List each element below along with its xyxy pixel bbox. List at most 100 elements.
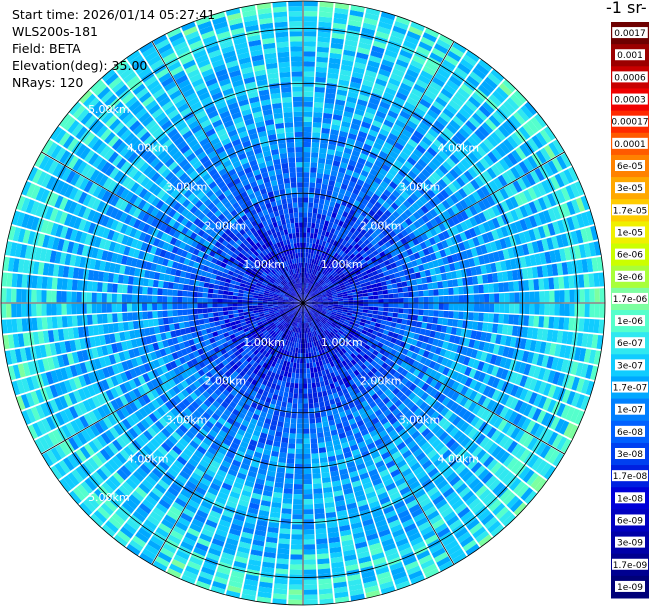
ppi-cell — [397, 114, 409, 124]
ppi-cell — [413, 252, 421, 260]
ppi-cell — [472, 191, 482, 202]
ppi-cell — [440, 189, 450, 200]
ppi-cell — [431, 244, 440, 253]
ppi-cell — [323, 276, 328, 282]
ppi-cell — [276, 553, 290, 560]
ppi-cell — [303, 418, 309, 424]
ppi-cell — [308, 278, 311, 284]
ppi-cell — [483, 293, 490, 303]
ppi-cell — [568, 424, 579, 440]
ppi-cell — [310, 372, 315, 379]
ppi-cell — [501, 271, 509, 282]
ppi-cell — [314, 281, 318, 287]
ppi-cell — [393, 303, 399, 308]
ppi-cell — [377, 311, 384, 316]
ppi-cell — [294, 463, 303, 470]
ppi-cell — [463, 424, 474, 436]
ppi-cell — [355, 330, 362, 336]
ppi-cell — [361, 315, 367, 320]
ppi-cell — [502, 79, 516, 93]
ppi-cell — [399, 258, 407, 265]
ppi-cell — [403, 355, 411, 364]
ppi-cell — [329, 316, 335, 321]
ppi-cell — [288, 367, 293, 373]
ppi-cell — [338, 250, 345, 256]
ppi-cell — [372, 40, 387, 50]
ppi-cell — [455, 223, 464, 233]
ppi-cell — [474, 176, 485, 188]
ppi-cell — [312, 253, 316, 260]
ppi-cell — [487, 442, 499, 455]
ppi-cell — [413, 189, 423, 199]
ppi-cell — [377, 185, 386, 193]
ppi-cell — [312, 300, 319, 302]
ppi-cell — [505, 211, 515, 223]
ppi-cell — [443, 288, 449, 296]
ppi-cell — [399, 151, 410, 161]
ppi-cell — [354, 320, 361, 325]
ppi-cell — [332, 297, 339, 300]
ppi-cell — [314, 276, 319, 282]
ppi-cell — [308, 398, 314, 404]
ppi-cell — [413, 220, 421, 229]
ppi-cell — [368, 347, 375, 354]
ppi-cell — [575, 197, 586, 212]
ppi-cell — [372, 249, 379, 257]
ppi-cell — [470, 132, 483, 145]
ppi-cell — [304, 338, 308, 344]
ppi-cell — [459, 199, 469, 210]
ppi-cell — [536, 239, 545, 253]
ppi-cell — [406, 120, 418, 130]
ppi-cell — [303, 378, 307, 384]
ppi-cell — [312, 127, 321, 133]
ppi-cell — [504, 292, 510, 303]
ppi-cell — [372, 330, 379, 336]
ppi-cell — [367, 60, 381, 69]
ppi-cell — [344, 337, 350, 344]
ppi-cell — [416, 102, 429, 113]
ppi-cell — [365, 249, 373, 256]
ppi-cell — [449, 194, 459, 204]
ppi-cell — [490, 429, 501, 442]
ppi-cell — [528, 279, 535, 291]
ppi-cell — [406, 30, 421, 41]
ppi-cell — [509, 336, 517, 348]
ppi-cell — [353, 323, 360, 328]
ppi-cell — [318, 152, 327, 159]
ppi-cell — [522, 434, 534, 448]
ppi-cell — [546, 329, 554, 342]
ppi-cell — [444, 333, 451, 342]
ppi-cell — [303, 579, 317, 585]
ppi-cell — [397, 253, 405, 260]
ppi-cell — [499, 293, 505, 303]
ppi-cell — [339, 162, 348, 169]
ppi-cell — [388, 132, 399, 142]
ppi-cell — [288, 438, 296, 444]
ppi-cell — [362, 22, 377, 31]
ppi-cell — [323, 107, 334, 114]
ppi-cell — [474, 129, 486, 141]
ppi-cell — [541, 355, 550, 368]
ppi-cell — [378, 68, 391, 78]
ppi-cell — [444, 264, 451, 273]
ppi-cell — [290, 554, 303, 560]
ppi-cell — [278, 457, 287, 464]
ppi-cell — [462, 356, 471, 366]
ppi-cell — [372, 213, 381, 221]
ppi-cell — [526, 327, 534, 339]
ppi-cell — [551, 157, 563, 172]
ppi-cell — [278, 538, 290, 545]
ppi-cell — [377, 224, 386, 233]
ppi-cell — [510, 372, 519, 384]
ppi-cell — [414, 107, 426, 117]
ppi-cell — [524, 376, 533, 389]
ppi-cell — [347, 91, 359, 99]
ppi-cell — [325, 92, 336, 100]
ppi-cell — [453, 311, 459, 319]
ppi-cell — [588, 242, 597, 257]
ppi-cell — [371, 164, 381, 172]
ppi-cell — [303, 106, 313, 112]
ppi-cell — [338, 244, 345, 250]
ppi-cell — [333, 299, 339, 302]
ppi-cell — [370, 239, 378, 246]
